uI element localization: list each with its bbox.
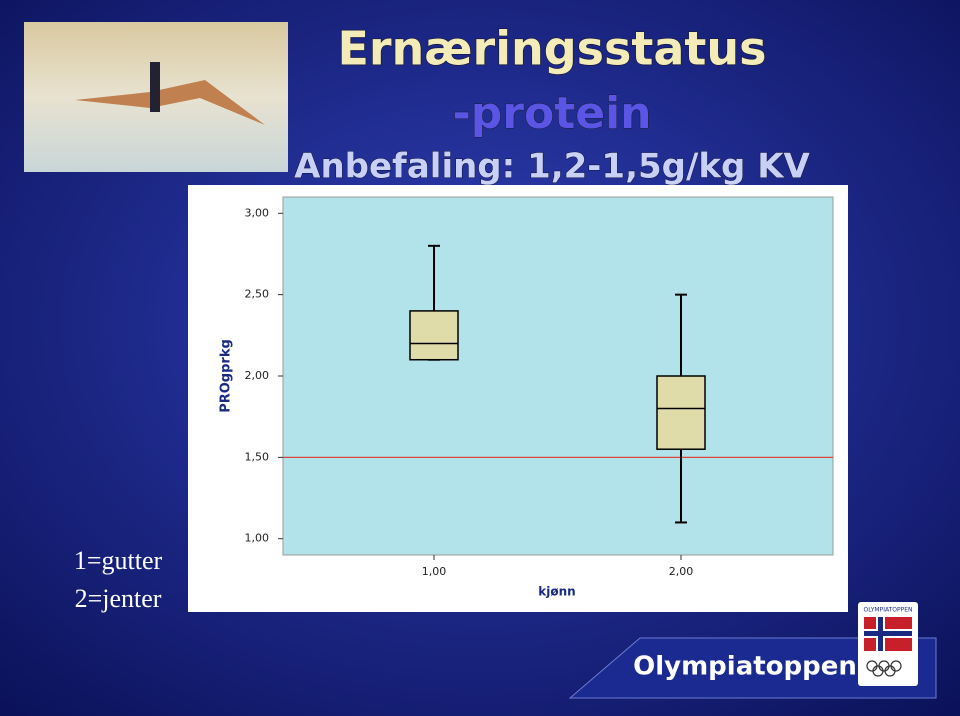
box — [409, 310, 459, 361]
y-tick-label: 3,00 — [245, 206, 270, 219]
slide-title: Ernæringsstatus — [337, 22, 766, 76]
y-axis-label: PROgprkg — [219, 339, 234, 413]
box — [656, 375, 706, 450]
y-tick-label: 2,00 — [245, 369, 270, 382]
note: 2=jenter — [75, 584, 162, 613]
y-tick-label: 1,00 — [245, 532, 270, 545]
plot-area — [282, 196, 834, 556]
note: 1=gutter — [74, 546, 163, 575]
logo-text: Olympiatoppen — [633, 652, 857, 682]
x-tick-label: 1,00 — [422, 565, 447, 578]
slide-subtitle: -protein — [453, 88, 652, 139]
x-tick-label: 2,00 — [669, 565, 694, 578]
y-tick-label: 1,50 — [245, 450, 270, 463]
logo: Olympiatoppen OLYMPIATOPPEN — [568, 602, 937, 699]
chart: 1,00 1,50 2,00 2,50 3,00 PROgprkg kjønn 1,00 2,0… — [219, 196, 834, 599]
badge-text: OLYMPIATOPPEN — [863, 607, 912, 614]
x-axis-label: kjønn — [538, 585, 575, 599]
recommendation: Anbefaling: 1,2-1,5g/kg KV — [294, 147, 810, 187]
y-tick-label: 2,50 — [245, 288, 270, 301]
photo — [24, 22, 288, 172]
